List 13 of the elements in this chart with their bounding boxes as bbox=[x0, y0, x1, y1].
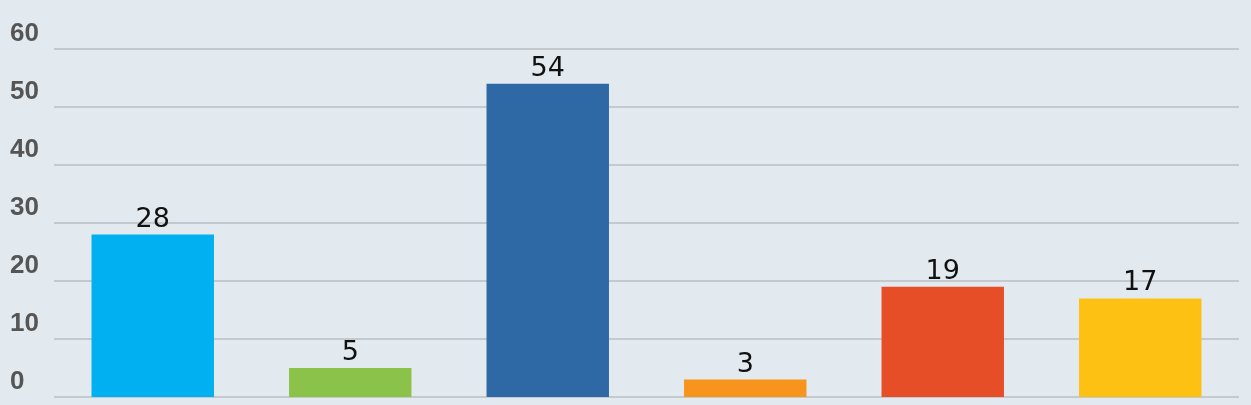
data-label: 28 bbox=[135, 201, 170, 233]
data-label: 17 bbox=[1123, 265, 1158, 297]
data-label: 54 bbox=[530, 50, 565, 82]
y-tick-label: 30 bbox=[10, 191, 39, 221]
y-tick-label: 40 bbox=[10, 133, 39, 163]
y-tick-label: 0 bbox=[10, 365, 25, 395]
data-label: 19 bbox=[925, 253, 960, 285]
y-tick-label: 20 bbox=[10, 249, 39, 279]
data-label: 5 bbox=[341, 335, 359, 366]
data-label: 3 bbox=[736, 346, 754, 378]
y-tick-label: 50 bbox=[10, 75, 39, 105]
y-tick-label: 60 bbox=[10, 17, 39, 47]
y-tick-label: 10 bbox=[10, 307, 39, 337]
